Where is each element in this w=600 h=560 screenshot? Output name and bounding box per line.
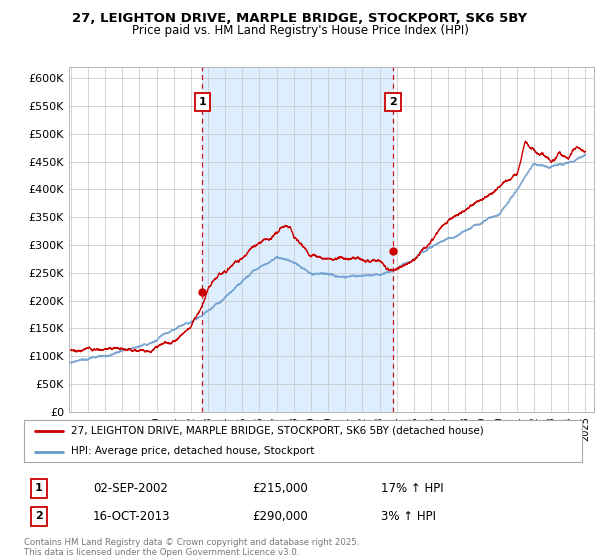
Text: Contains HM Land Registry data © Crown copyright and database right 2025.
This d: Contains HM Land Registry data © Crown c… bbox=[24, 538, 359, 557]
Text: 1: 1 bbox=[199, 97, 206, 106]
Text: 2: 2 bbox=[35, 511, 43, 521]
Text: £215,000: £215,000 bbox=[252, 482, 308, 495]
Text: 2: 2 bbox=[389, 97, 397, 106]
Text: £290,000: £290,000 bbox=[252, 510, 308, 523]
Text: HPI: Average price, detached house, Stockport: HPI: Average price, detached house, Stoc… bbox=[71, 446, 315, 456]
Text: 17% ↑ HPI: 17% ↑ HPI bbox=[381, 482, 443, 495]
Text: 3% ↑ HPI: 3% ↑ HPI bbox=[381, 510, 436, 523]
Text: 16-OCT-2013: 16-OCT-2013 bbox=[93, 510, 170, 523]
Bar bbox=[202, 67, 393, 412]
Text: 1: 1 bbox=[35, 483, 43, 493]
Text: Price paid vs. HM Land Registry's House Price Index (HPI): Price paid vs. HM Land Registry's House … bbox=[131, 24, 469, 37]
Text: 02-SEP-2002: 02-SEP-2002 bbox=[93, 482, 168, 495]
Text: 27, LEIGHTON DRIVE, MARPLE BRIDGE, STOCKPORT, SK6 5BY: 27, LEIGHTON DRIVE, MARPLE BRIDGE, STOCK… bbox=[73, 12, 527, 25]
Text: 27, LEIGHTON DRIVE, MARPLE BRIDGE, STOCKPORT, SK6 5BY (detached house): 27, LEIGHTON DRIVE, MARPLE BRIDGE, STOCK… bbox=[71, 426, 484, 436]
